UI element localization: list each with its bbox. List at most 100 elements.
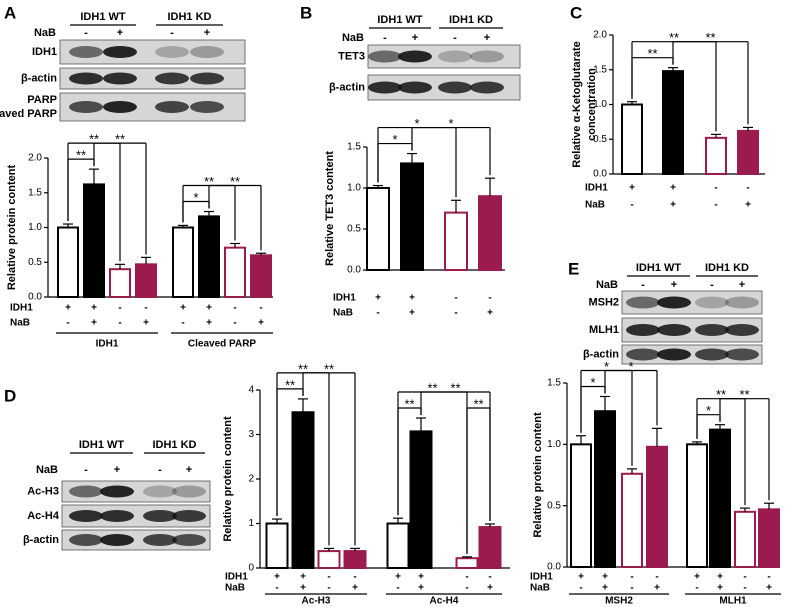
bar — [621, 472, 643, 569]
condition-mark: + — [300, 583, 306, 594]
y-tick-label: 1.0 — [28, 222, 42, 233]
blot-band — [725, 296, 759, 309]
blot-band — [438, 81, 472, 94]
sig-label: ** — [115, 132, 125, 147]
bar — [570, 443, 592, 569]
blot-strip — [61, 480, 211, 503]
sig-label: ** — [739, 387, 749, 402]
blot-treatment-mark: - — [84, 464, 88, 476]
blot-row-label: β-actin — [329, 81, 365, 93]
blot-treatment-mark: - — [170, 27, 174, 39]
y-tick-label: 0.0 — [593, 169, 607, 180]
condition-mark: - — [488, 572, 491, 583]
condition-mark: + — [766, 583, 772, 594]
blot-band — [398, 81, 432, 94]
condition-mark: - — [66, 318, 69, 329]
condition-mark: + — [418, 572, 424, 583]
condition-label: NaB — [10, 318, 30, 329]
condition-mark: - — [118, 318, 121, 329]
condition-mark: + — [487, 308, 493, 319]
condition-mark: + — [91, 303, 97, 314]
sig-label: ** — [705, 30, 715, 45]
y-tick-label: 2.0 — [593, 30, 607, 41]
blot-strip — [59, 67, 246, 90]
bar — [444, 211, 468, 272]
blot-band — [155, 72, 189, 85]
blot-row-label: β-actin — [21, 72, 57, 84]
panel-letter: D — [4, 386, 16, 405]
condition-label: IDH1 — [225, 572, 248, 583]
bar — [198, 215, 220, 299]
bar — [737, 129, 759, 176]
y-axis-label: Relative α-Ketoglutarate — [571, 41, 583, 168]
blot-band — [190, 101, 224, 113]
sig-label: * — [193, 190, 198, 205]
condition-mark: + — [578, 572, 584, 583]
condition-mark: + — [717, 572, 723, 583]
condition-mark: - — [579, 583, 582, 594]
blot-band — [190, 46, 224, 58]
sig-label: * — [590, 375, 595, 390]
y-axis-label: Relative protein content — [6, 165, 18, 291]
condition-mark: - — [655, 572, 658, 583]
condition-mark: + — [300, 572, 306, 583]
y-tick-label: 4 — [248, 385, 254, 396]
blot-band — [172, 485, 206, 498]
blot-group-label: IDH1 WT — [80, 11, 126, 23]
panel-letter: E — [568, 259, 579, 278]
condition-mark: + — [717, 583, 723, 594]
blot-treatment-label: NaB — [34, 27, 56, 39]
blot-treatment-mark: - — [453, 32, 457, 44]
y-tick-label: 3 — [248, 429, 254, 440]
condition-label: IDH1 — [530, 572, 553, 583]
blot-band — [100, 534, 134, 546]
condition-mark: - — [233, 318, 236, 329]
blot-row-label: β-actin — [23, 534, 59, 546]
blot-treatment-mark: + — [739, 279, 745, 291]
blot-treatment-mark: + — [484, 32, 490, 44]
blot-treatment-mark: + — [671, 279, 677, 291]
condition-mark: - — [376, 308, 379, 319]
blot-row-label: Ac-H4 — [27, 510, 60, 522]
bar — [662, 70, 684, 175]
blot-band — [438, 50, 472, 63]
bar — [646, 445, 668, 568]
condition-mark: + — [180, 303, 186, 314]
condition-label: IDH1 — [10, 303, 33, 314]
blot-band — [470, 81, 504, 94]
blot-treatment-mark: + — [204, 27, 210, 39]
blot-band — [626, 324, 660, 336]
sig-label: * — [628, 359, 633, 374]
blot-strip — [61, 529, 211, 551]
condition-mark: + — [694, 572, 700, 583]
y-tick-label: 1.0 — [547, 439, 561, 450]
condition-mark: - — [767, 572, 770, 583]
group-label: Cleaved PARP — [188, 339, 257, 350]
y-tick-label: 1.0 — [347, 183, 361, 194]
blot-band — [69, 46, 103, 58]
blot-band — [657, 324, 691, 336]
blot-band — [172, 510, 206, 522]
bar — [57, 226, 79, 298]
bar — [83, 183, 105, 298]
condition-mark: + — [206, 318, 212, 329]
y-tick-label: 2.0 — [28, 153, 42, 164]
bar — [758, 508, 780, 569]
condition-label: IDH1 — [585, 183, 608, 194]
condition-mark: - — [714, 200, 717, 211]
y-tick-label: 0.5 — [593, 134, 607, 145]
condition-mark: - — [488, 293, 491, 304]
condition-mark: + — [487, 583, 493, 594]
sig-label: ** — [427, 380, 437, 395]
bar — [109, 268, 131, 299]
bar — [705, 136, 727, 175]
blot-band — [69, 485, 103, 498]
condition-mark: + — [274, 572, 280, 583]
sig-label: ** — [230, 174, 240, 189]
blot-band — [155, 101, 189, 113]
condition-mark: + — [409, 293, 415, 304]
condition-mark: + — [670, 200, 676, 211]
sig-label: ** — [716, 387, 726, 402]
y-tick-label: 1.0 — [593, 99, 607, 110]
condition-mark: + — [65, 303, 71, 314]
